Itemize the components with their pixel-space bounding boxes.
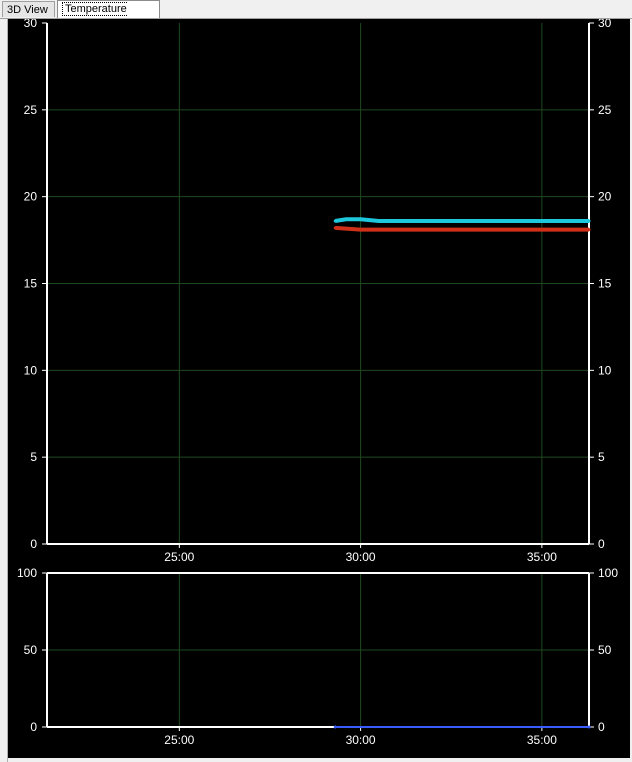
series-point-1 — [431, 228, 435, 232]
y-tick-label-right: 25 — [598, 103, 612, 117]
y-tick-label-right: 5 — [598, 450, 605, 464]
y-tick-label-left: 20 — [24, 190, 38, 204]
x-tick-label: 30:00 — [346, 733, 376, 747]
y-tick-label-right: 100 — [598, 566, 618, 580]
series-point-0 — [467, 219, 471, 223]
y-tick-label-left: 5 — [30, 450, 37, 464]
tab-3d-view[interactable]: 3D View — [2, 1, 55, 17]
chart-panel — [8, 19, 630, 758]
y-tick-label-right: 50 — [598, 643, 612, 657]
x-tick-label: 25:00 — [164, 550, 194, 564]
series-point-0 — [333, 219, 337, 223]
series-point-1 — [359, 228, 363, 232]
y-tick-label-right: 15 — [598, 277, 612, 291]
x-tick-label: 30:00 — [346, 550, 376, 564]
series-line-1 — [335, 225, 589, 232]
series-line-0 — [334, 217, 589, 223]
series-point-1 — [333, 226, 337, 230]
series-point-0 — [344, 217, 348, 221]
y-tick-label-left: 10 — [24, 363, 38, 377]
series-point-0 — [540, 219, 544, 223]
tab-temperature-curve[interactable]: Temperature Curve — [57, 0, 160, 32]
y-tick-label-right: 0 — [598, 720, 605, 734]
y-tick-label-left: 50 — [24, 643, 38, 657]
series-point-0 — [395, 219, 399, 223]
x-tick-label: 35:00 — [527, 550, 557, 564]
tab-divider — [0, 18, 632, 19]
series-point-1 — [540, 228, 544, 232]
tab-bar: 3D View Temperature Curve — [0, 0, 632, 32]
series-point-0 — [333, 725, 337, 729]
series-point-0 — [504, 219, 508, 223]
y-tick-label-right: 30 — [598, 19, 612, 30]
y-tick-label-left: 30 — [24, 19, 38, 30]
series-point-0 — [431, 219, 435, 223]
y-tick-label-right: 0 — [598, 537, 605, 551]
series-point-1 — [467, 228, 471, 232]
temperature-chart: 0 0 5 5 10 10 15 15 20 20 25 25 30 30 25:00 30:00 35:00 — [24, 19, 612, 564]
percentage-chart: 0 0 50 50 100 100 25:00 30:00 35:00 — [17, 566, 618, 747]
y-tick-label-left: 0 — [30, 537, 37, 551]
series-point-1 — [504, 228, 508, 232]
series-point-0 — [587, 725, 591, 729]
series-point-0 — [587, 219, 591, 223]
series-point-1 — [395, 228, 399, 232]
left-border — [0, 19, 8, 762]
y-tick-label-left: 100 — [17, 566, 37, 580]
y-tick-label-left: 15 — [24, 277, 38, 291]
series-point-1 — [587, 228, 591, 232]
x-tick-label: 35:00 — [527, 733, 557, 747]
x-tick-label: 25:00 — [164, 733, 194, 747]
y-tick-label-right: 10 — [598, 363, 612, 377]
series-point-0 — [377, 219, 381, 223]
y-tick-label-left: 25 — [24, 103, 38, 117]
series-point-0 — [359, 217, 363, 221]
y-tick-label-right: 20 — [598, 190, 612, 204]
y-tick-label-left: 0 — [30, 720, 37, 734]
